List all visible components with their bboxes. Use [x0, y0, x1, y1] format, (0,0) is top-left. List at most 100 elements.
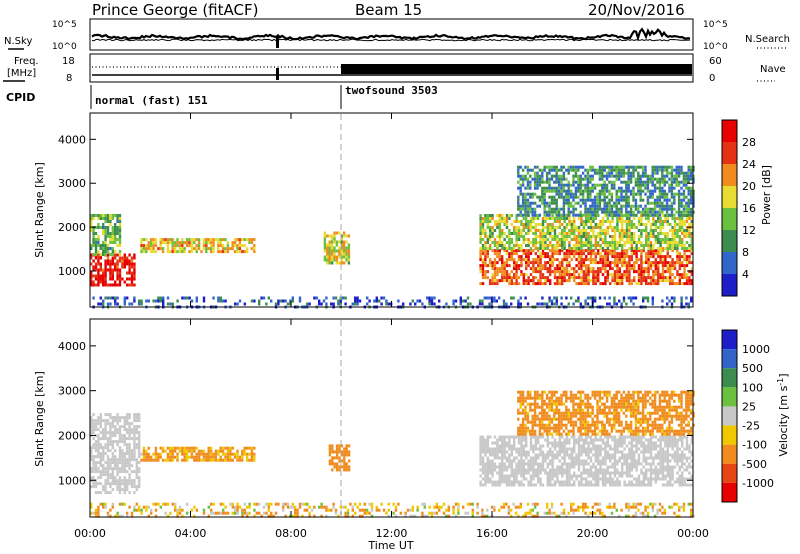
echo-cell	[582, 244, 585, 247]
echo-cell	[654, 252, 657, 256]
echo-cell	[318, 299, 321, 303]
echo-cell	[541, 450, 545, 454]
echo-cell	[587, 235, 590, 238]
echo-cell	[557, 210, 561, 214]
echo-cell	[221, 446, 225, 450]
echo-cell	[238, 250, 242, 254]
echo-cell	[622, 174, 626, 178]
echo-cell	[133, 455, 136, 459]
echo-cell	[641, 189, 645, 193]
echo-cell	[618, 220, 621, 223]
echo-cell	[104, 470, 107, 474]
echo-cell	[580, 276, 583, 280]
echo-cell	[517, 186, 520, 190]
echo-cell	[522, 465, 525, 469]
echo-cell	[637, 177, 640, 181]
echo-cell	[634, 201, 638, 205]
echo-cell	[572, 210, 575, 214]
echo-cell	[546, 450, 549, 454]
echo-cell	[241, 452, 244, 456]
echo-cell	[646, 186, 650, 190]
echo-cell	[209, 452, 213, 456]
y-tick-label: 4000	[58, 133, 86, 146]
echo-cell	[620, 192, 623, 196]
echo-cell	[585, 462, 588, 466]
echo-cell	[642, 276, 645, 280]
echo-cell	[604, 282, 607, 286]
echo-cell	[592, 232, 595, 235]
echo-cell	[587, 462, 590, 466]
echo-cell	[145, 244, 148, 248]
echo-cell	[555, 296, 558, 300]
echo-cell	[498, 249, 501, 253]
echo-cell	[102, 268, 105, 272]
echo-cell	[493, 480, 497, 484]
echo-cell	[573, 480, 576, 484]
echo-cell	[102, 253, 105, 256]
echo-cell	[154, 238, 158, 242]
echo-cell	[604, 220, 607, 223]
echo-cell	[558, 471, 561, 475]
echo-cell	[570, 252, 573, 256]
echo-cell	[116, 473, 119, 477]
echo-cell	[190, 299, 194, 303]
echo-cell	[625, 220, 629, 223]
echo-cell	[546, 276, 549, 280]
echo-cell	[640, 483, 643, 487]
echo-cell	[621, 465, 624, 469]
echo-cell	[565, 450, 569, 454]
echo-cell	[637, 279, 641, 283]
echo-cell	[640, 279, 643, 283]
echo-cell	[274, 302, 278, 306]
echo-cell	[503, 450, 506, 454]
echo-cell	[525, 462, 528, 466]
echo-cell	[670, 189, 674, 193]
echo-cell	[481, 468, 485, 472]
echo-cell	[613, 296, 616, 300]
echo-cell	[551, 471, 554, 475]
echo-cell	[634, 183, 638, 187]
echo-cell	[126, 277, 129, 281]
echo-cell	[486, 438, 489, 442]
echo-cell	[608, 210, 611, 214]
echo-cell	[338, 249, 341, 253]
echo-cell	[123, 452, 126, 456]
echo-cell	[114, 253, 117, 257]
echo-cell	[665, 165, 669, 169]
echo-cell	[562, 213, 566, 217]
echo-cell	[604, 276, 607, 280]
echo-cell	[553, 226, 557, 229]
echo-cell	[642, 453, 645, 457]
echo-cell	[104, 485, 107, 489]
echo-cell	[589, 220, 593, 223]
echo-cell	[611, 261, 614, 265]
echo-cell	[333, 462, 336, 466]
echo-cell	[645, 444, 648, 448]
echo-cell	[135, 443, 138, 447]
echo-cell	[90, 280, 93, 284]
echo-cell	[356, 299, 359, 303]
echo-cell	[197, 241, 201, 245]
echo-cell	[609, 249, 612, 253]
echo-cell	[658, 195, 662, 199]
echo-cell	[106, 283, 110, 287]
echo-cell	[111, 274, 114, 278]
echo-cell	[568, 223, 571, 226]
echo-cell	[678, 252, 681, 256]
echo-cell	[645, 267, 648, 271]
echo-cell	[577, 177, 580, 181]
echo-cell	[616, 229, 619, 232]
echo-cell	[649, 282, 653, 286]
echo-cell	[97, 241, 100, 244]
echo-cell	[550, 177, 554, 181]
echo-cell	[541, 276, 545, 280]
echo-cell	[560, 296, 563, 300]
echo-cell	[618, 480, 621, 484]
echo-cell	[579, 302, 582, 306]
echo-cell	[620, 186, 623, 190]
echo-cell	[104, 274, 107, 278]
echo-cell	[116, 440, 119, 444]
echo-cell	[342, 246, 346, 250]
echo-cell	[635, 459, 638, 463]
echo-cell	[114, 223, 117, 226]
